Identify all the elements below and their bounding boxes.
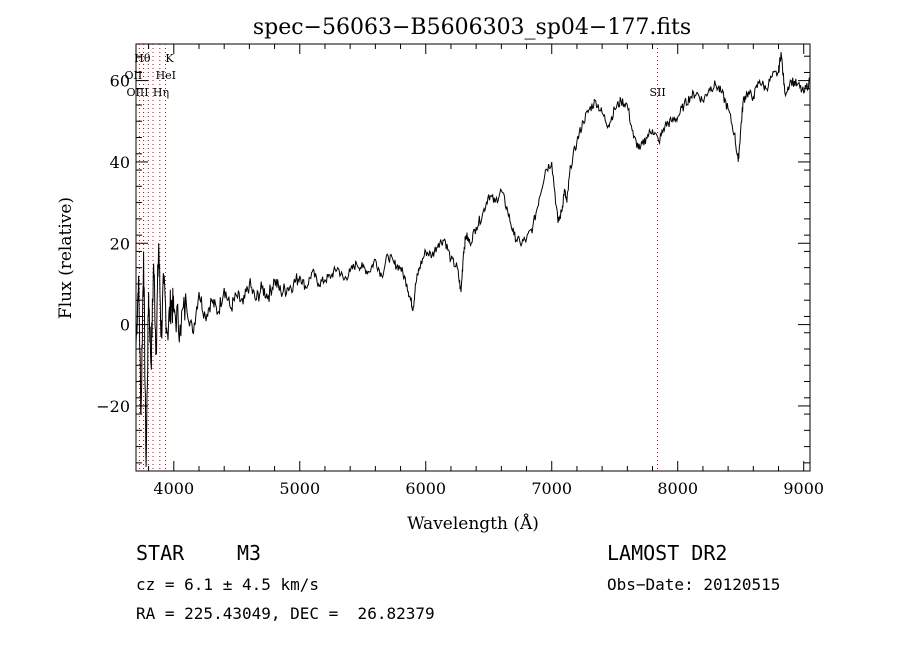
object-subclass: M3 bbox=[237, 541, 262, 565]
x-tick-label: 7000 bbox=[531, 479, 572, 498]
x-tick-label: 6000 bbox=[405, 479, 446, 498]
redshift-velocity: cz = 6.1 ± 4.5 km/s bbox=[136, 575, 320, 594]
y-tick-label: −20 bbox=[96, 397, 130, 416]
observation-date: Obs−Date: 20120515 bbox=[607, 575, 781, 594]
y-axis-label: Flux (relative) bbox=[56, 197, 76, 319]
x-tick-label: 9000 bbox=[783, 479, 824, 498]
x-axis-label: Wavelength (Å) bbox=[407, 513, 539, 534]
line-marker-label: Hθ bbox=[134, 52, 151, 65]
x-tick-label: 5000 bbox=[279, 479, 320, 498]
line-marker-label: SII bbox=[649, 86, 665, 99]
line-marker-label: Hη bbox=[153, 86, 169, 99]
chart-title: spec−56063−B5606303_sp04−177.fits bbox=[253, 15, 691, 40]
x-tick-label: 8000 bbox=[657, 479, 698, 498]
axis-ticks: 4000 5000 6000 7000 8000 9000 −20 0 20 40 60 bbox=[96, 44, 824, 498]
y-tick-label: 0 bbox=[120, 316, 130, 335]
line-marker-label: HeI bbox=[156, 69, 176, 82]
y-tick-label: 40 bbox=[110, 153, 130, 172]
y-tick-label: 60 bbox=[110, 72, 130, 91]
line-marker-label: K bbox=[165, 52, 174, 65]
y-tick-label: 20 bbox=[110, 234, 130, 253]
line-marker-label: OIII bbox=[127, 86, 149, 99]
spectrum-line bbox=[135, 52, 811, 467]
x-tick-label: 4000 bbox=[153, 479, 194, 498]
survey-name: LAMOST DR2 bbox=[607, 541, 728, 565]
plot-frame bbox=[135, 43, 811, 472]
sky-coordinates: RA = 225.43049, DEC = 26.82379 bbox=[136, 604, 435, 623]
object-class: STAR bbox=[136, 541, 185, 565]
